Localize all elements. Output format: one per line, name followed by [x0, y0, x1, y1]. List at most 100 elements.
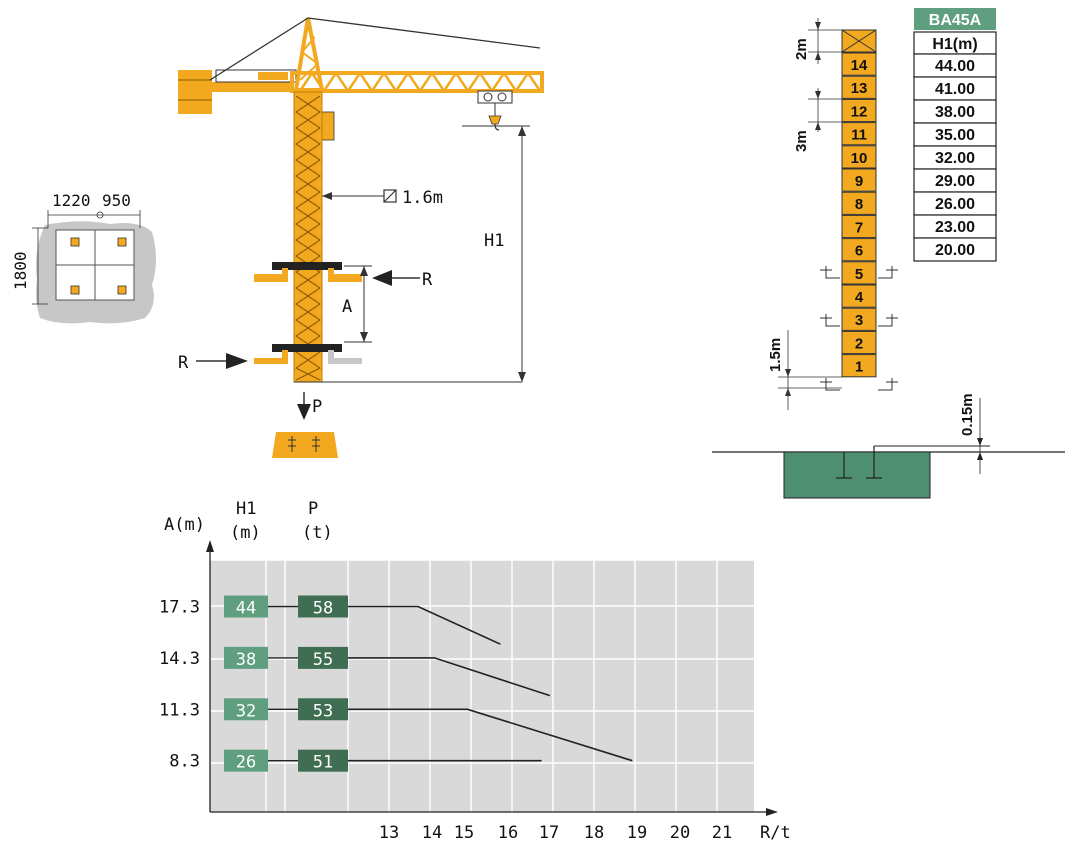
p-value-label: 53	[313, 701, 333, 721]
table-cell: 20.00	[935, 242, 975, 259]
mast-section-number: 13	[851, 80, 868, 97]
table-cell: 32.00	[935, 150, 975, 167]
table-cell: 38.00	[935, 104, 975, 121]
mast-section-number: 3	[855, 312, 863, 329]
r-force-upper: R	[422, 270, 433, 290]
table-header: H1(m)	[932, 36, 977, 53]
dim-950: 950	[102, 191, 131, 210]
tower-head	[293, 17, 325, 92]
counter-jib	[178, 82, 294, 92]
footing	[272, 432, 338, 458]
mast-section	[841, 307, 877, 331]
dim-1.5m: 1.5m	[767, 338, 784, 372]
x-axis-label: R/t	[760, 823, 791, 843]
x-tick-label: 13	[379, 823, 399, 843]
anchor-bolt	[70, 237, 80, 247]
mast-stack: 14 13 12 11 10 9 8 7 6 5 4 3 2 1 2m 3m 1.5m	[712, 18, 1065, 499]
mast-section	[841, 330, 877, 355]
capacity-line	[348, 708, 633, 762]
jib-tie	[307, 17, 541, 49]
mast-section-number: 11	[851, 127, 867, 144]
p-value-label: 58	[313, 599, 333, 619]
dim-0.15m: 0.15m	[959, 393, 976, 436]
crane-elevation: H1 1.6m A R R P	[178, 17, 544, 458]
dim-2m: 2m	[793, 38, 810, 60]
h1-unit: (m)	[230, 523, 261, 543]
mast-section-number: 6	[855, 243, 863, 260]
mast-section	[841, 122, 877, 146]
lower-collar	[272, 344, 342, 352]
table-cell: 35.00	[935, 127, 975, 144]
mast-section	[841, 261, 877, 285]
mast-section	[841, 145, 877, 169]
capacity-line	[348, 605, 501, 645]
p-value-label: 55	[313, 650, 333, 670]
h1-header: H1	[236, 499, 256, 519]
mast-section-number: 9	[855, 173, 863, 190]
a-value-label: 14.3	[159, 649, 200, 669]
mast-section-number: 12	[851, 103, 868, 120]
p-value-box	[298, 646, 348, 669]
mast-section-number: 14	[851, 57, 868, 74]
anchor-bolt	[117, 285, 127, 295]
foundation-plan: 1220 950 1800	[11, 191, 156, 324]
x-tick-label: 18	[584, 823, 604, 843]
x-tick-label: 21	[712, 823, 732, 843]
anchor-bolt	[70, 285, 80, 295]
mast-section	[841, 191, 877, 215]
dim-1800: 1800	[11, 251, 30, 290]
chart-background	[210, 560, 754, 812]
p-value-box	[298, 698, 348, 721]
table-cell: 44.00	[935, 58, 975, 75]
jib	[290, 71, 544, 93]
mast-section	[841, 284, 877, 308]
table-cell: 29.00	[935, 173, 975, 190]
mast-section-number: 1	[855, 359, 863, 376]
table-cell: 26.00	[935, 196, 975, 213]
dim-1220: 1220	[52, 191, 91, 210]
concrete-base	[783, 451, 931, 499]
h1-value-label: 44	[236, 599, 256, 619]
mast-section-number: 4	[855, 289, 864, 306]
h1-label: H1	[484, 231, 504, 251]
a-spacing-label: A	[342, 297, 352, 317]
p-unit: (t)	[302, 523, 333, 543]
mast-section-number: 2	[855, 335, 863, 352]
r-force-lower: R	[178, 353, 189, 373]
mast-section-number: 8	[855, 196, 863, 213]
p-value-box	[298, 595, 348, 618]
mast-section	[841, 52, 877, 76]
load-chart: A(m) H1 (m) P (t) R/t 13 14 15 16 17 18 19 20 21…	[159, 499, 791, 843]
mast-section	[841, 354, 877, 378]
capacity-line	[348, 657, 551, 697]
x-tick-label: 14	[422, 823, 442, 843]
mast-section	[841, 75, 877, 99]
x-tick-label: 16	[498, 823, 518, 843]
p-value-label: 51	[313, 753, 333, 773]
section-size-label: 1.6m	[402, 188, 443, 208]
table-row	[913, 237, 997, 262]
x-tick-label: 20	[670, 823, 690, 843]
h1-value-label: 26	[236, 753, 256, 773]
trolley	[477, 90, 513, 131]
h1-value-box	[224, 595, 268, 618]
p-value-box	[298, 749, 348, 772]
h1-value-label: 32	[236, 701, 256, 721]
table-cell: 41.00	[935, 81, 975, 98]
x-tick-label: 15	[454, 823, 474, 843]
mast-section-number: 5	[855, 266, 863, 283]
x-tick-label: 17	[539, 823, 559, 843]
a-value-label: 8.3	[169, 752, 200, 772]
table-cell: 23.00	[935, 219, 975, 236]
a-value-label: 11.3	[159, 700, 200, 720]
mast-section	[841, 238, 877, 262]
mast-section	[841, 214, 877, 239]
h1-value-box	[224, 749, 268, 772]
h1-value-box	[224, 646, 268, 669]
h1-value-label: 38	[236, 650, 256, 670]
p-header: P	[308, 499, 318, 519]
operator-cab	[321, 111, 335, 141]
table-title: BA45A	[929, 12, 982, 29]
h1-value-box	[224, 698, 268, 721]
